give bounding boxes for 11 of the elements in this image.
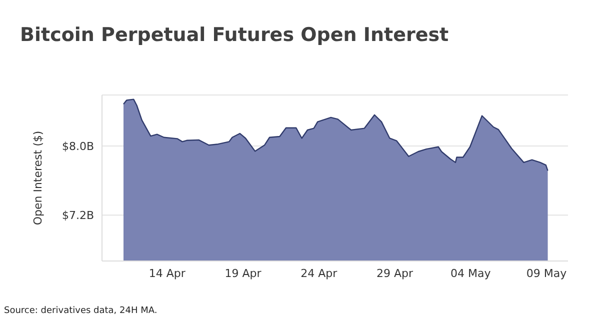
chart-title: Bitcoin Perpetual Futures Open Interest bbox=[20, 24, 449, 46]
source-note: Source: derivatives data, 24H MA. bbox=[4, 306, 158, 316]
x-tick-label: 29 Apr bbox=[376, 266, 414, 280]
x-tick-label: 14 Apr bbox=[148, 266, 186, 280]
x-tick-label: 19 Apr bbox=[224, 266, 262, 280]
x-tick-label: 04 May bbox=[450, 266, 492, 280]
y-tick-label: $8.0B bbox=[62, 140, 94, 153]
y-axis-title: Open Interest ($) bbox=[32, 130, 44, 226]
x-tick-label: 09 May bbox=[526, 266, 568, 280]
x-tick-label: 24 Apr bbox=[300, 266, 338, 280]
y-tick-label: $7.2B bbox=[62, 209, 94, 222]
